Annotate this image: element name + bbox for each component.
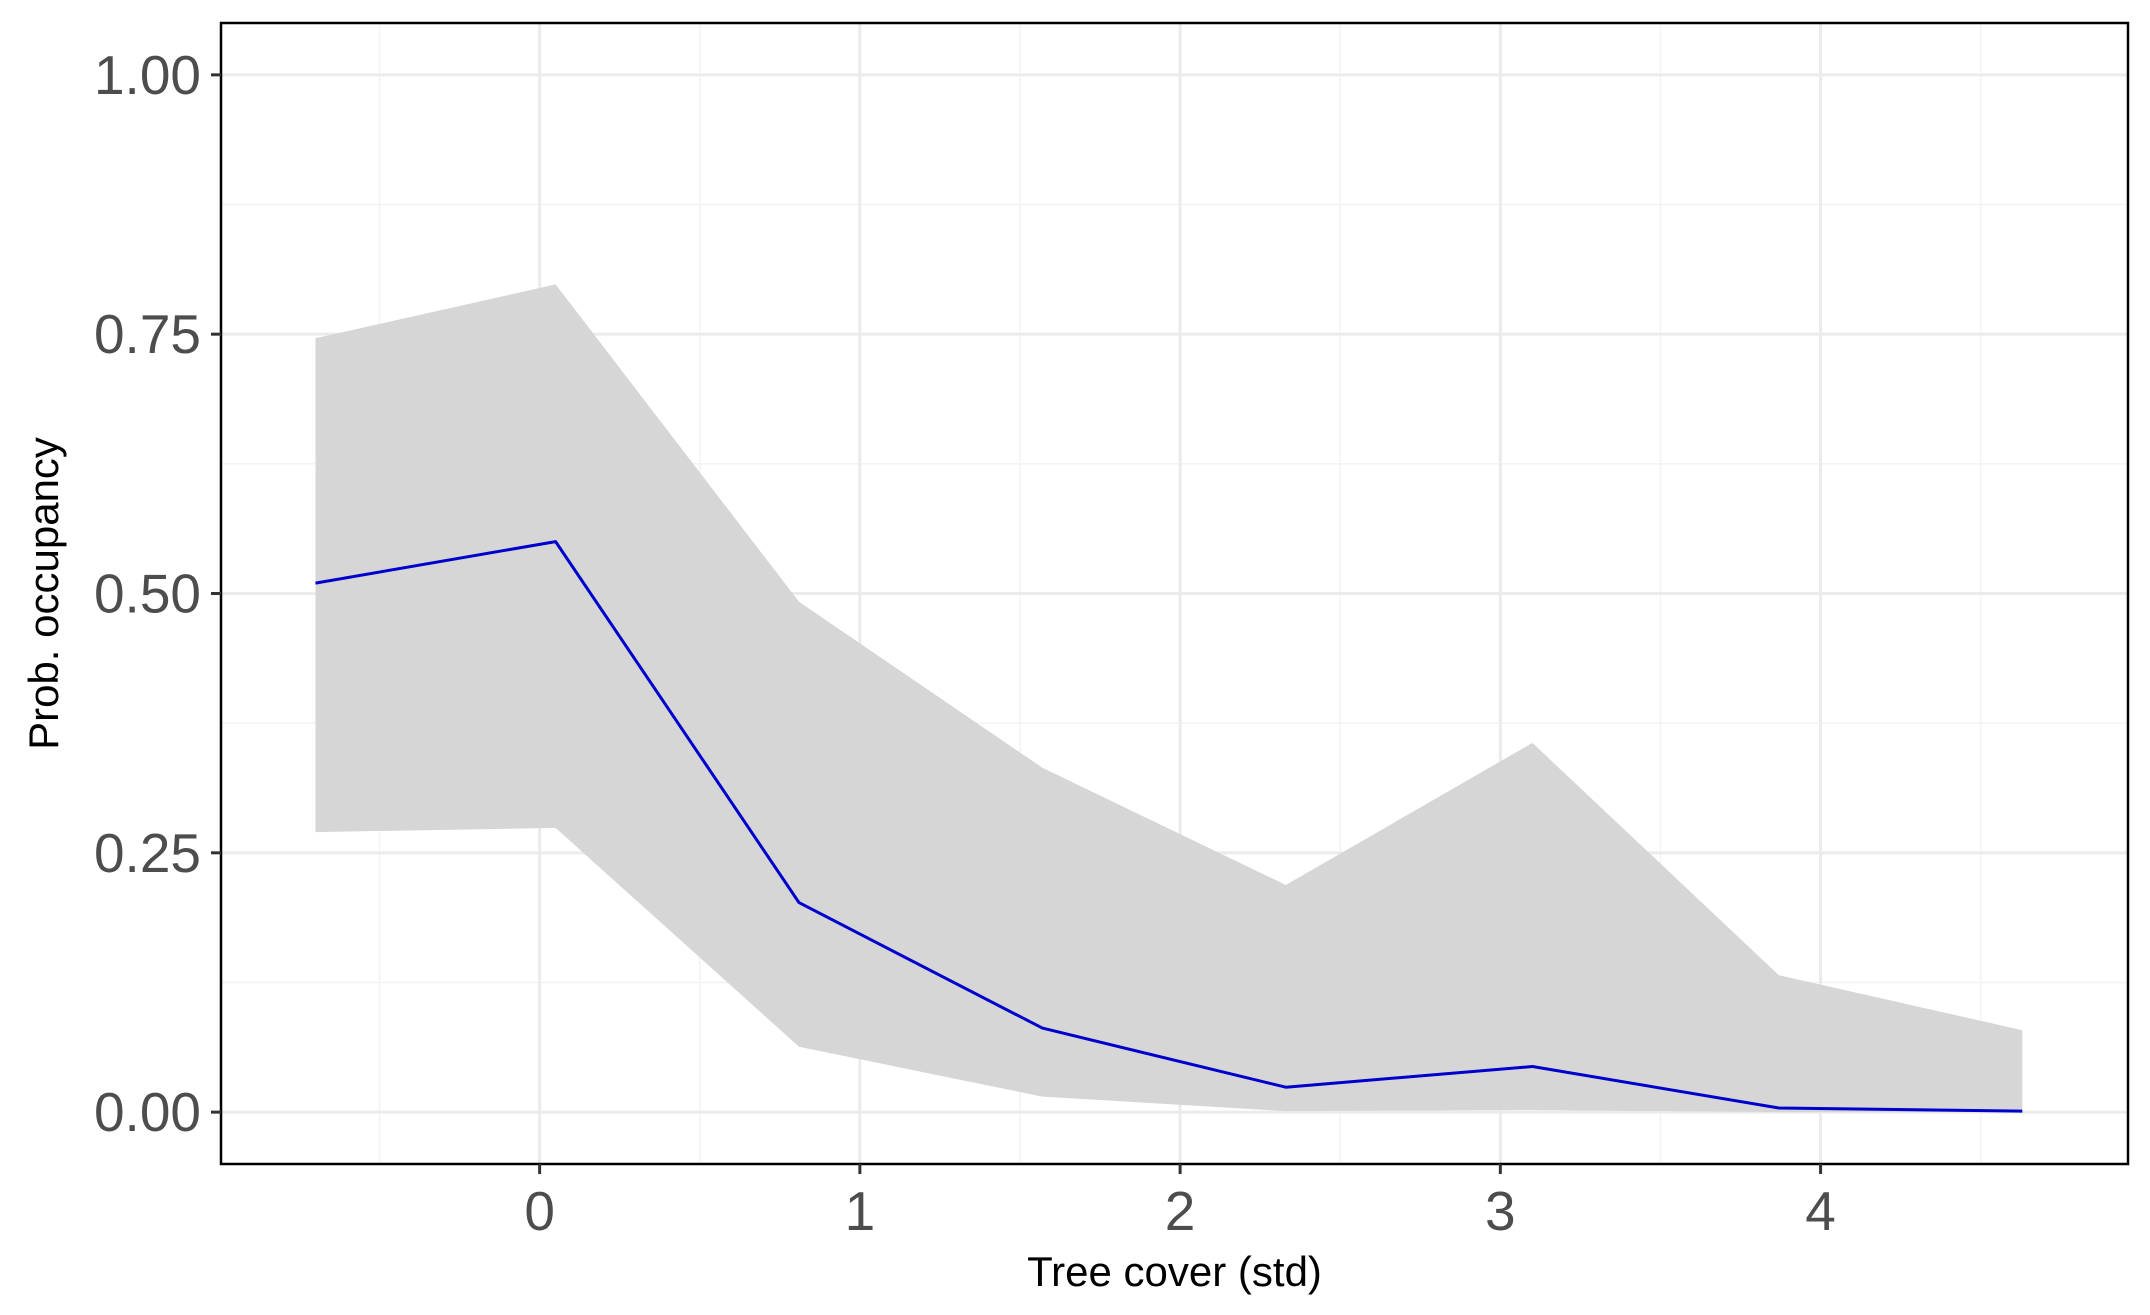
series-line — [315, 540, 2023, 1113]
x-tick-label: 2 — [1165, 1180, 1196, 1242]
x-tick-label: 4 — [1805, 1180, 1836, 1242]
y-tick-label: 0.75 — [94, 303, 201, 365]
y-tick-label: 0.00 — [94, 1081, 201, 1143]
y-tick-label: 1.00 — [94, 44, 201, 106]
x-axis-ticks: 0 1 2 3 4 — [524, 1164, 1836, 1242]
x-axis-title: Tree cover (std) — [1027, 1248, 1322, 1295]
x-tick-label: 1 — [845, 1180, 876, 1242]
series-line-group — [315, 540, 2023, 1113]
y-tick-label: 0.25 — [94, 822, 201, 884]
y-axis-title: Prob. occupancy — [20, 437, 67, 750]
y-tick-label: 0.50 — [94, 563, 201, 625]
confidence-ribbon-group — [315, 284, 2023, 1113]
y-axis-ticks: 0.00 0.25 0.50 0.75 1.00 — [94, 44, 221, 1143]
x-tick-label: 3 — [1485, 1180, 1516, 1242]
x-tick-label: 0 — [524, 1180, 555, 1242]
confidence-ribbon — [315, 284, 2023, 1113]
